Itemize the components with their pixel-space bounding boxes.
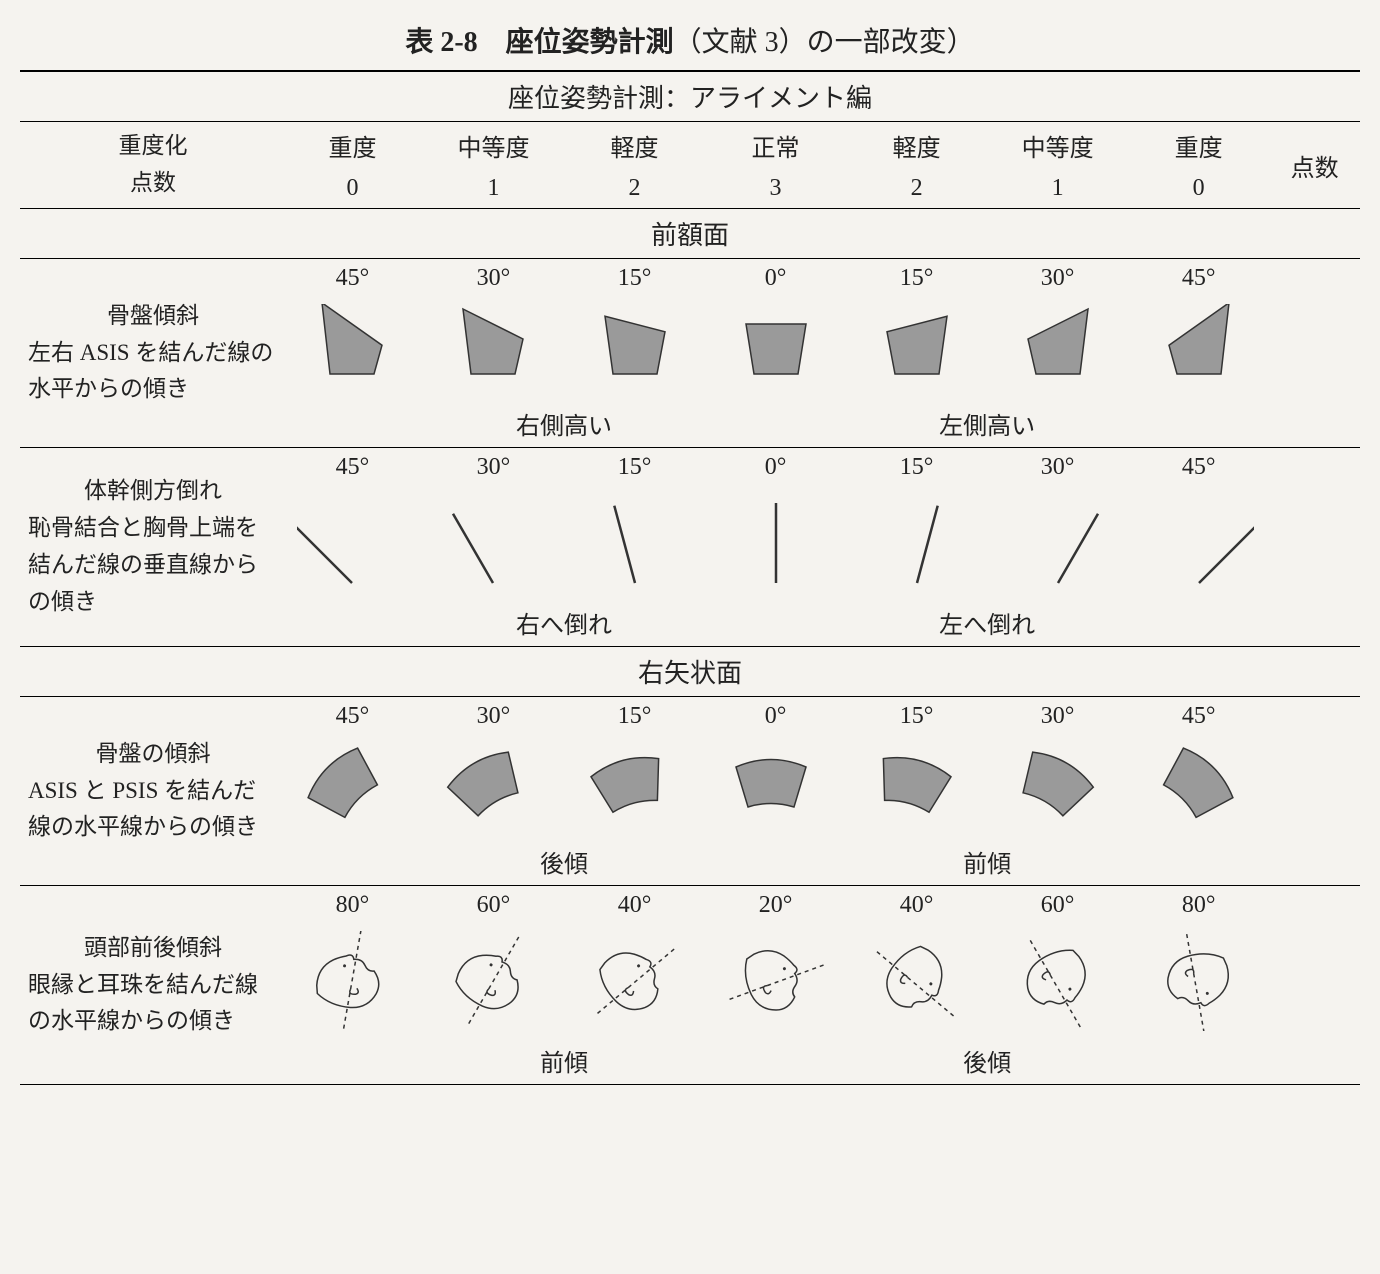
tl-angle-1: 30° [423,448,564,488]
level-6: 重度 [1128,122,1269,170]
pelvis-frontal-label: 骨盤傾斜 左右 ASIS を結んだ線の水平からの傾き [20,259,282,448]
ht-angle-1: 60° [423,886,564,926]
pf-shape-1 [423,298,564,400]
tl-line-5 [987,487,1128,599]
ht-head-5 [987,925,1128,1037]
ht-angle-0: 80° [282,886,423,926]
ps-angle-6: 45° [1128,697,1269,737]
score-2: 2 [564,169,705,209]
ps-shape-2 [564,736,705,838]
score-label: 点数 [1269,122,1360,209]
ps-shape-5 [987,736,1128,838]
score-0: 0 [282,169,423,209]
score-1: 1 [423,169,564,209]
ht-angle-6: 80° [1128,886,1269,926]
posture-table: 座位姿勢計測：アライメント編 重度化 点数 重度 中等度 軽度 正常 軽度 中等… [20,70,1360,1085]
tl-angle-3: 0° [705,448,846,488]
tl-line-6 [1128,487,1269,599]
ps-sub-right: 前傾 [846,838,1128,886]
pf-shape-4 [846,298,987,400]
tl-score-blank [1269,448,1360,647]
section-frontal: 前額面 [20,209,1360,259]
pf-sub-right: 左側高い [846,400,1128,448]
ht-head-6 [1128,925,1269,1037]
level-4: 軽度 [846,122,987,170]
ps-shape-3 [705,736,846,838]
pf-shape-0 [282,298,423,400]
ps-shape-6 [1128,736,1269,838]
pf-angle-2: 15° [564,259,705,299]
score-5: 1 [987,169,1128,209]
ht-sub-right: 後傾 [846,1037,1128,1085]
level-5: 中等度 [987,122,1128,170]
ht-head-3 [705,925,846,1037]
ht-angle-2: 40° [564,886,705,926]
ps-shape-0 [282,736,423,838]
level-0: 重度 [282,122,423,170]
trunk-label: 体幹側方倒れ 恥骨結合と胸骨上端を結んだ線の垂直線からの傾き [20,448,282,647]
score-6: 0 [1128,169,1269,209]
tl-sub-right: 左へ倒れ [846,599,1128,647]
score-4: 2 [846,169,987,209]
tl-angle-0: 45° [282,448,423,488]
ht-angle-5: 60° [987,886,1128,926]
tl-angle-6: 45° [1128,448,1269,488]
tl-angle-4: 15° [846,448,987,488]
pf-angle-0: 45° [282,259,423,299]
ht-angle-3: 20° [705,886,846,926]
tl-angle-2: 15° [564,448,705,488]
ht-sub-left: 前傾 [423,1037,705,1085]
ps-angle-2: 15° [564,697,705,737]
tl-angle-5: 30° [987,448,1128,488]
level-3: 正常 [705,122,846,170]
title-rest: （文献 3）の一部改変） [674,27,975,58]
ht-score-blank [1269,886,1360,1085]
ht-head-2 [564,925,705,1037]
pf-angle-1: 30° [423,259,564,299]
pf-sub-left: 右側高い [423,400,705,448]
pf-shape-3 [705,298,846,400]
ps-angle-1: 30° [423,697,564,737]
tl-sub-left: 右へ倒れ [423,599,705,647]
ps-angle-4: 15° [846,697,987,737]
ht-head-4 [846,925,987,1037]
section-sagittal: 右矢状面 [20,647,1360,697]
ht-head-1 [423,925,564,1037]
tl-line-2 [564,487,705,599]
pf-shape-2 [564,298,705,400]
pf-shape-6 [1128,298,1269,400]
pf-angle-6: 45° [1128,259,1269,299]
tl-line-0 [282,487,423,599]
ps-shape-4 [846,736,987,838]
pelvis-sag-label: 骨盤の傾斜 ASIS と PSIS を結んだ線の水平線からの傾き [20,697,282,886]
severity-label: 重度化 点数 [20,122,282,209]
title-bold: 表 2-8 座位姿勢計測 [405,27,673,58]
ps-angle-3: 0° [705,697,846,737]
ps-angle-0: 45° [282,697,423,737]
pf-angle-3: 0° [705,259,846,299]
tl-line-3 [705,487,846,599]
pf-score-blank [1269,259,1360,448]
table-title: 表 2-8 座位姿勢計測（文献 3）の一部改変） [20,20,1360,60]
pf-angle-4: 15° [846,259,987,299]
ht-head-0 [282,925,423,1037]
tl-line-4 [846,487,987,599]
ps-shape-1 [423,736,564,838]
score-3: 3 [705,169,846,209]
head-label: 頭部前後傾斜 眼縁と耳珠を結んだ線の水平線からの傾き [20,886,282,1085]
subtitle: 座位姿勢計測：アライメント編 [20,71,1360,122]
ps-sub-left: 後傾 [423,838,705,886]
ps-score-blank [1269,697,1360,886]
ht-angle-4: 40° [846,886,987,926]
pf-shape-5 [987,298,1128,400]
pf-angle-5: 30° [987,259,1128,299]
level-2: 軽度 [564,122,705,170]
ps-angle-5: 30° [987,697,1128,737]
tl-line-1 [423,487,564,599]
level-1: 中等度 [423,122,564,170]
